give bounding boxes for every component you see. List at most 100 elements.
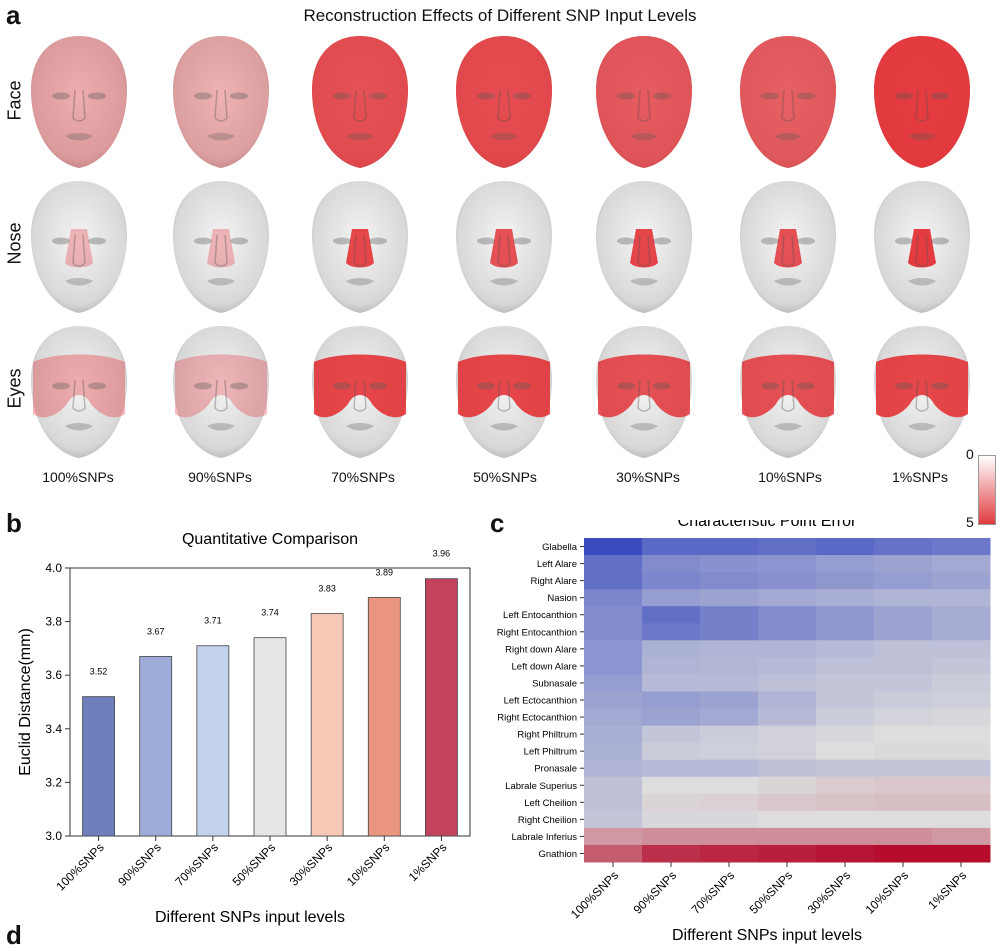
heatmap-cell — [642, 827, 701, 846]
heatmap-col-label: 90%SNPs — [631, 868, 680, 917]
heatmap-cell — [642, 810, 701, 829]
heatmap-cell — [874, 691, 933, 710]
heatmap-cell — [584, 640, 643, 658]
heatmap-cell — [758, 538, 817, 556]
heatmap-cell — [584, 742, 643, 761]
heatmap-cell — [758, 657, 817, 675]
bar-value-label: 3.71 — [204, 616, 222, 626]
heatmap-cell — [816, 827, 875, 846]
heatmap-cell — [874, 776, 933, 795]
heatmap-cell — [700, 555, 759, 573]
heatmap-cell — [642, 640, 701, 658]
heatmap-row-label: Left Alare — [537, 559, 577, 570]
face-render-nose — [734, 177, 842, 317]
heatmap-cell — [816, 572, 875, 590]
heatmap-cell — [642, 793, 701, 812]
face-render-nose — [306, 177, 414, 317]
heatmap-cell — [816, 623, 875, 641]
heatmap-cell — [816, 793, 875, 812]
heatmap-cell — [700, 810, 759, 829]
heatmap-cell — [584, 555, 643, 573]
heatmap-cell — [932, 623, 991, 641]
bar-50%SNPs — [253, 637, 287, 837]
heatmap-cell — [932, 725, 991, 744]
x-tick-label: 30%SNPs — [287, 840, 336, 889]
heatmap-cell — [874, 844, 933, 863]
face-render-nose — [868, 177, 976, 317]
heatmap-cell — [816, 759, 875, 778]
heatmap-cell — [700, 759, 759, 778]
y-tick-label: 3.8 — [45, 615, 62, 629]
x-tick-label: 10%SNPs — [344, 840, 393, 889]
heatmap-cell — [758, 623, 817, 641]
y-tick-label: 3.4 — [45, 722, 62, 736]
heatmap-cell — [584, 708, 643, 727]
face-render-eyes — [734, 322, 842, 462]
x-tick-label: 90%SNPs — [115, 840, 164, 889]
heatmap-cell — [642, 589, 701, 607]
panel-letter-a: a — [6, 0, 21, 30]
face-render-face — [868, 32, 976, 172]
heatmap-cell — [932, 708, 991, 727]
heatmap-cell — [584, 657, 643, 675]
colorbar-min-label: 0 — [966, 446, 974, 462]
heatmap-cell — [874, 657, 933, 675]
heatmap-cell — [874, 793, 933, 812]
heatmap-cell — [932, 589, 991, 607]
heatmap-cell — [758, 555, 817, 573]
column-label: 1%SNPs — [891, 469, 949, 485]
face-render-eyes — [868, 322, 976, 462]
bar-70%SNPs — [196, 645, 230, 837]
panel-letter-d: d — [6, 920, 22, 950]
heatmap-cell — [816, 606, 875, 624]
heatmap-cell — [932, 742, 991, 761]
heatmap-cell — [700, 657, 759, 675]
heatmap-col-label: 50%SNPs — [747, 868, 796, 917]
face-render-eyes — [590, 322, 698, 462]
heatmap-row-label: Left Ectocanthion — [504, 696, 577, 707]
heatmap-title: Characteristic Point Error — [678, 520, 857, 530]
heatmap-cell — [700, 725, 759, 744]
heatmap-cell — [816, 844, 875, 863]
heatmap-row-label: Left Philtrum — [524, 747, 577, 758]
heatmap-cell — [700, 827, 759, 846]
heatmap-row-label: Left down Alare — [512, 661, 578, 672]
heatmap-cell — [584, 623, 643, 641]
heatmap-cell — [584, 793, 643, 812]
face-render-eyes — [306, 322, 414, 462]
heatmap-cell — [816, 589, 875, 607]
heatmap-cell — [758, 742, 817, 761]
heatmap-cell — [642, 555, 701, 573]
heatmap-cell — [816, 657, 875, 675]
face-render-face — [306, 32, 414, 172]
heatmap-cell — [932, 606, 991, 624]
heatmap-cell — [932, 538, 991, 556]
heatmap-cell — [758, 776, 817, 795]
colorbar-max-label: 5 — [966, 514, 974, 530]
heatmap-cell — [758, 759, 817, 778]
heatmap-cell — [932, 793, 991, 812]
heatmap-cell — [874, 572, 933, 590]
row-label-eyes: Eyes — [4, 368, 25, 409]
heatmap-row-label: Subnasale — [532, 678, 577, 689]
heatmap-cell — [700, 793, 759, 812]
heatmap-cell — [584, 606, 643, 624]
heatmap-cell — [816, 708, 875, 727]
heatmap-cell — [932, 555, 991, 573]
heatmap-row-label: Nasion — [547, 593, 577, 604]
bar-value-label: 3.96 — [433, 549, 451, 559]
heatmap-cell — [816, 674, 875, 692]
heatmap-cell — [642, 708, 701, 727]
bar-10%SNPs — [367, 597, 401, 837]
heatmap-cell — [642, 623, 701, 641]
bar-value-label: 3.52 — [90, 667, 108, 677]
heatmap-cell — [758, 606, 817, 624]
x-tick-label: 50%SNPs — [230, 840, 279, 889]
face-render-nose — [590, 177, 698, 317]
column-label: 30%SNPs — [616, 469, 680, 485]
face-render-eyes — [25, 322, 133, 462]
face-render-nose — [25, 177, 133, 317]
colorbar — [978, 455, 996, 525]
heatmap-cell — [932, 759, 991, 778]
face-render-nose — [450, 177, 558, 317]
